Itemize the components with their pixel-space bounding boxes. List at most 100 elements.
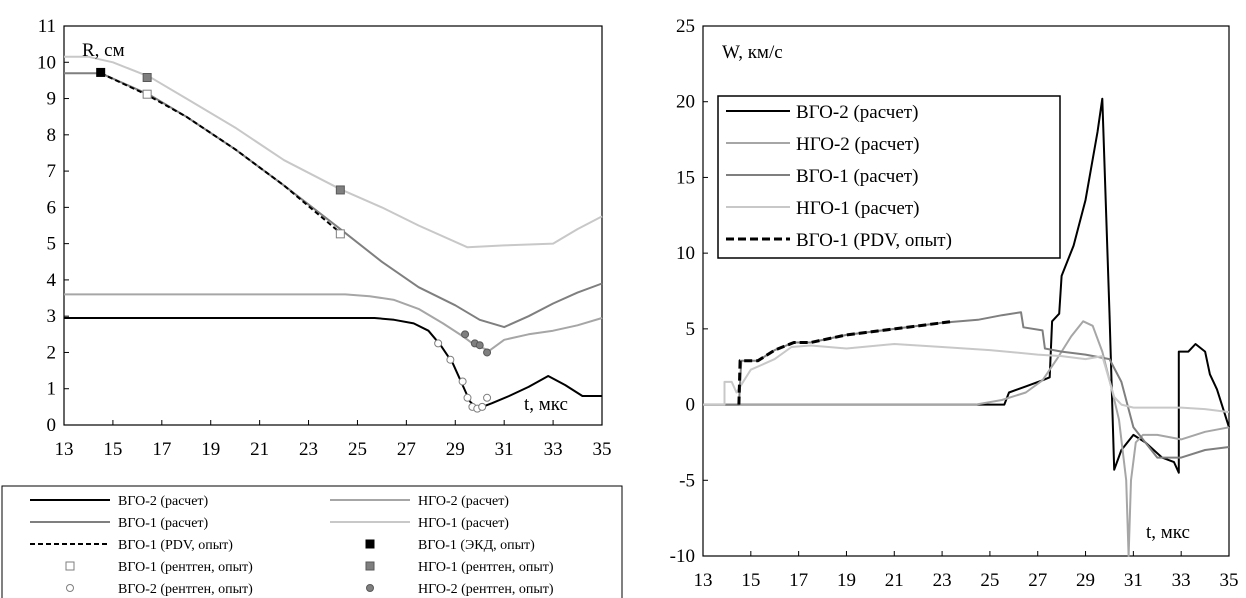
right-y-tick-label: 15 (676, 167, 695, 188)
marker-вго-2-рентген-опыт (434, 339, 443, 348)
left-markers (96, 67, 492, 413)
right-x-tick-label: 13 (694, 570, 713, 591)
left-x-tick-label: 31 (495, 439, 514, 460)
right-x-tick-label: 15 (741, 570, 760, 591)
right-x-tick-label: 23 (933, 570, 952, 591)
right-y-tick-label: 10 (676, 243, 695, 264)
marker-вго-2-рентген-опыт (483, 393, 492, 402)
right-x-tick-label: 29 (1076, 570, 1095, 591)
left-y-tick-label: 11 (38, 16, 56, 37)
right-x-tick-label: 27 (1028, 570, 1047, 591)
left-legend-label-нго-1-рентген-опыт: НГО-1 (рентген, опыт) (418, 560, 554, 575)
marker-вго-2-рентген-опыт (446, 355, 455, 364)
left-legend-label-нго-2-рентген-опыт: НГО-2 (рентген, опыт) (418, 582, 554, 597)
left-x-tick-label: 19 (201, 439, 220, 460)
left-legend-swatch-нго-1-рентген-опыт (365, 561, 375, 571)
left-x-tick-label: 21 (250, 439, 269, 460)
right-y-tick-label: 0 (686, 395, 696, 416)
left-x-tick-label: 35 (593, 439, 612, 460)
right-y-tick-label: 20 (676, 92, 695, 113)
left-y-tick-label: 8 (47, 125, 57, 146)
right-legend-label-нго-2-расчет: НГО-2 (расчет) (796, 134, 919, 155)
left-legend-label-нго-2-расчет: НГО-2 (расчет) (418, 494, 509, 509)
right-plot-frame (702, 25, 1230, 557)
marker-нго-2-рентген-опыт (483, 348, 492, 357)
right-legend: ВГО-2 (расчет) НГО-2 (расчет) ВГО-1 (расче… (726, 102, 952, 251)
left-x-tick-label: 23 (299, 439, 318, 460)
left-x-axis-label: t, мкс (524, 394, 568, 415)
left-y-ticks: 0 1 2 3 4 5 6 7 8 9 10 11 (37, 16, 69, 436)
marker-нго-1-рентген-опыт (142, 73, 152, 83)
right-x-axis-label: t, мкс (1146, 522, 1190, 543)
right-x-tick-label: 19 (837, 570, 856, 591)
left-y-tick-label: 9 (47, 89, 57, 110)
left-y-tick-label: 0 (47, 415, 57, 436)
right-legend-box (717, 95, 1061, 259)
marker-вго-2-рентген-опыт (463, 393, 472, 402)
left-legend-swatch-вго-2-рентген-опыт (66, 584, 74, 592)
right-series-line-нго-2-расчет (703, 320, 1230, 557)
left-series-line-вго-1-расчет (64, 72, 603, 329)
right-x-ticks: 13 15 17 19 21 23 25 27 29 31 33 35 (694, 551, 1239, 591)
left-legend-swatch-вго-1-рентген-опыт (65, 561, 75, 571)
left-series-line-вго-2-расчет (64, 317, 602, 410)
marker-нго-2-рентген-опыт (461, 330, 470, 339)
left-x-tick-label: 15 (103, 439, 122, 460)
right-legend-label-вго-1-расчет: ВГО-1 (расчет) (796, 166, 918, 187)
left-x-tick-label: 33 (544, 439, 563, 460)
left-series (64, 55, 603, 410)
right-x-tick-label: 33 (1172, 570, 1191, 591)
left-legend-swatch-вго-1-экд-опыт (365, 539, 375, 549)
right-y-tick-label: -5 (679, 470, 695, 491)
left-series-line-нго-1-расчет (64, 55, 603, 249)
left-legend: ВГО-2 (расчет) НГО-2 (расчет) ВГО-1 (расче… (30, 494, 554, 597)
left-legend-label-вго-2-рентген-опыт: ВГО-2 (рентген, опыт) (118, 582, 253, 597)
marker-нго-1-рентген-опыт (335, 185, 345, 195)
right-series-line-нго-1-расчет (703, 343, 1230, 414)
marker-нго-2-рентген-опыт (475, 341, 484, 350)
left-y-tick-label: 10 (37, 52, 56, 73)
right-y-ticks: -10 -5 0 5 10 15 20 25 (670, 16, 708, 567)
right-x-tick-label: 17 (789, 570, 808, 591)
left-y-tick-label: 7 (47, 161, 57, 182)
left-legend-label-вго-1-pdv-опыт: ВГО-1 (PDV, опыт) (118, 538, 233, 553)
right-x-tick-label: 35 (1220, 570, 1239, 591)
left-x-tick-label: 27 (397, 439, 416, 460)
left-y-tick-label: 3 (47, 306, 57, 327)
right-series-line-вго-1-расчет (703, 311, 1230, 459)
left-y-tick-label: 5 (47, 234, 57, 255)
right-y-axis-label: W, км/с (722, 42, 783, 63)
right-y-tick-label: -10 (670, 546, 695, 567)
left-y-tick-label: 1 (47, 379, 57, 400)
marker-вго-2-рентген-опыт (478, 402, 487, 411)
left-x-tick-label: 29 (446, 439, 465, 460)
left-legend-box (1, 485, 623, 598)
left-x-tick-label: 13 (55, 439, 74, 460)
left-series-line-нго-2-расчет (64, 293, 603, 352)
right-chart: -10 -5 0 5 10 15 20 25 13 15 17 19 21 23 25 27 29 31 33 35… (670, 16, 1239, 591)
right-x-tick-label: 21 (885, 570, 904, 591)
left-y-axis-label: R, см (82, 40, 125, 61)
marker-вго-1-экд-опыт (96, 67, 106, 77)
marker-вго-1-рентген-опыт (142, 89, 152, 99)
left-x-tick-label: 17 (152, 439, 171, 460)
left-legend-label-вго-1-рентген-опыт: ВГО-1 (рентген, опыт) (118, 560, 253, 575)
left-y-tick-label: 6 (47, 197, 57, 218)
left-legend-label-вго-1-расчет: ВГО-1 (расчет) (118, 516, 209, 531)
right-y-tick-label: 25 (676, 16, 695, 37)
left-legend-label-вго-2-расчет: ВГО-2 (расчет) (118, 494, 209, 509)
right-legend-label-нго-1-расчет: НГО-1 (расчет) (796, 198, 919, 219)
marker-вго-1-рентген-опыт (335, 229, 345, 239)
right-x-tick-label: 25 (980, 570, 999, 591)
left-y-tick-label: 2 (47, 342, 57, 363)
right-series (703, 97, 1230, 557)
left-x-ticks: 13 15 17 19 21 23 25 27 29 31 33 35 (55, 420, 612, 460)
left-x-tick-label: 25 (348, 439, 367, 460)
left-plot-frame (63, 25, 603, 426)
left-y-tick-label: 4 (47, 270, 57, 291)
right-x-tick-label: 31 (1124, 570, 1143, 591)
left-legend-label-нго-1-расчет: НГО-1 (расчет) (418, 516, 509, 531)
left-series-line-вго-1-pdv-опыт (100, 72, 341, 234)
